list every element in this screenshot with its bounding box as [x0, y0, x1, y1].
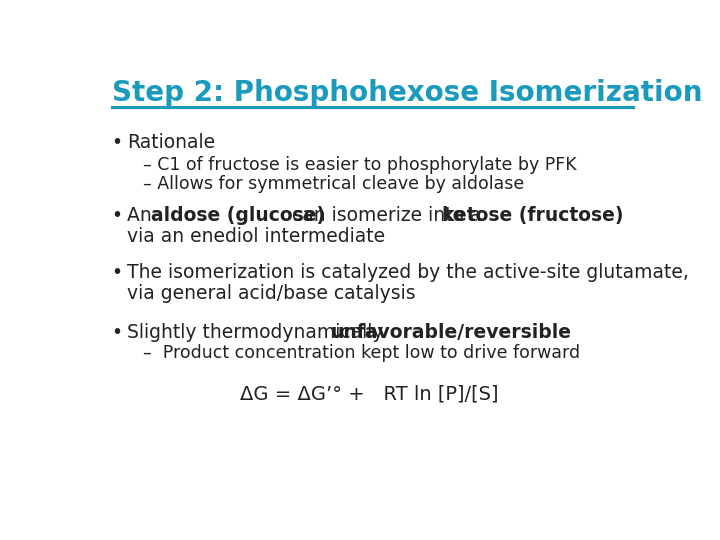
Text: The isomerization is catalyzed by the active-site glutamate,: The isomerization is catalyzed by the ac… [127, 264, 689, 282]
Text: aldose (glucose): aldose (glucose) [151, 206, 325, 225]
Text: via an enediol intermediate: via an enediol intermediate [127, 226, 385, 246]
Text: via general acid/base catalysis: via general acid/base catalysis [127, 284, 416, 303]
Text: can isomerize into a: can isomerize into a [286, 206, 487, 225]
Text: ketose (fructose): ketose (fructose) [442, 206, 624, 225]
Text: –  Product concentration kept low to drive forward: – Product concentration kept low to driv… [143, 343, 580, 362]
Text: Slightly thermodynamically: Slightly thermodynamically [127, 323, 390, 342]
Text: – Allows for symmetrical cleave by aldolase: – Allows for symmetrical cleave by aldol… [143, 175, 524, 193]
Text: •: • [112, 132, 123, 152]
Text: •: • [112, 323, 123, 342]
Text: •: • [112, 206, 123, 225]
Text: An: An [127, 206, 158, 225]
Text: ΔG = ΔG’° +   RT ln [P]/[S]: ΔG = ΔG’° + RT ln [P]/[S] [240, 384, 498, 403]
Text: •: • [112, 264, 123, 282]
Text: Step 2: Phosphohexose Isomerization: Step 2: Phosphohexose Isomerization [112, 79, 702, 107]
Text: Rationale: Rationale [127, 132, 215, 152]
Text: – C1 of fructose is easier to phosphorylate by PFK: – C1 of fructose is easier to phosphoryl… [143, 156, 576, 174]
Text: unfavorable/reversible: unfavorable/reversible [330, 323, 572, 342]
